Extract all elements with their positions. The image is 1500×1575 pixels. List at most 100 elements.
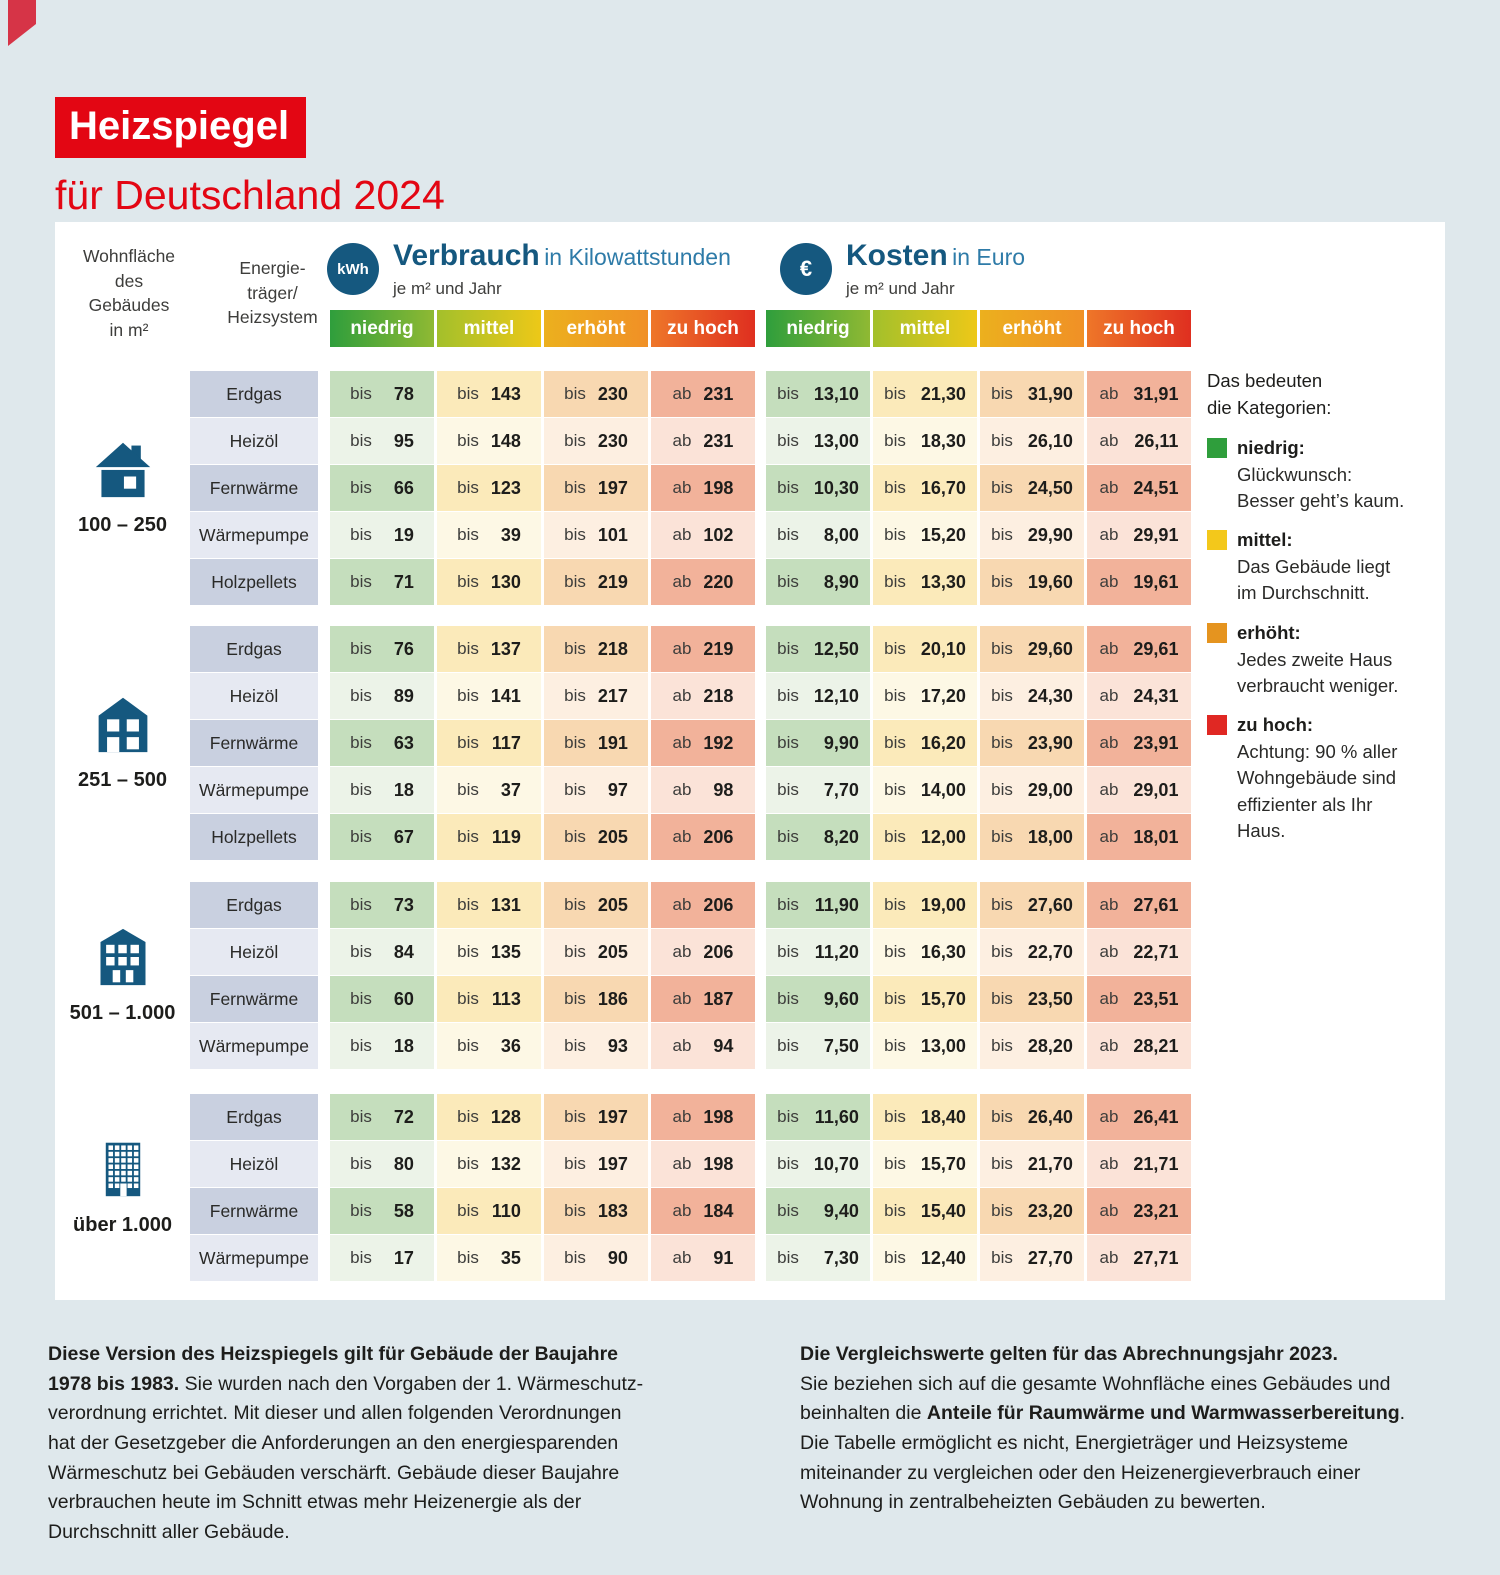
value-prefix: bis — [777, 1036, 799, 1055]
value-number: 28,21 — [1133, 1035, 1179, 1056]
value-number: 192 — [703, 732, 734, 753]
verbrauch-cell-mittel: bis 143 — [437, 371, 541, 417]
value-prefix: bis — [564, 639, 586, 658]
value-number: 24,30 — [1027, 685, 1073, 706]
kosten-cell-niedrig: bis 8,20 — [766, 814, 870, 860]
value-prefix: bis — [457, 780, 479, 799]
value-prefix: bis — [457, 478, 479, 497]
value-number: 21,30 — [920, 383, 966, 404]
kosten-unit: je m² und Jahr — [846, 278, 955, 298]
page-title: Heizspiegel — [55, 97, 307, 158]
verbrauch-cell-zu hoch: ab 94 — [651, 1023, 755, 1069]
value-prefix: bis — [457, 1201, 479, 1220]
value-prefix: bis — [350, 780, 372, 799]
value-prefix: bis — [457, 733, 479, 752]
verbrauch-cell-zu hoch: ab 219 — [651, 626, 755, 672]
kosten-cell-mittel: bis 19,00 — [873, 882, 977, 928]
legend-color-swatch — [1207, 437, 1227, 458]
row-label-heizöl: Heizöl — [190, 673, 318, 719]
value-prefix: bis — [777, 780, 799, 799]
value-number: 19,61 — [1133, 571, 1179, 592]
value-number: 119 — [491, 826, 521, 847]
value-number: 219 — [597, 571, 628, 592]
value-prefix: ab — [672, 1248, 692, 1267]
value-prefix: bis — [457, 942, 479, 961]
value-prefix: bis — [777, 942, 799, 961]
value-number: 183 — [597, 1200, 628, 1221]
value-number: 206 — [703, 826, 734, 847]
legend-item-niedrig: niedrig: Glückwunsch: Besser geht’s kaum. — [1207, 437, 1445, 515]
value-number: 95 — [393, 430, 414, 451]
value-number: 110 — [491, 1200, 521, 1221]
row-label-heizöl: Heizöl — [190, 418, 318, 464]
house-small-icon — [92, 439, 154, 504]
legend-item-mittel: mittel: Das Gebäude liegt im Durchschnitt… — [1207, 529, 1445, 607]
value-number: 217 — [597, 685, 628, 706]
value-prefix: bis — [884, 1154, 906, 1173]
value-prefix: bis — [884, 942, 906, 961]
value-prefix: bis — [564, 780, 586, 799]
verbrauch-cell-mittel: bis 128 — [437, 1094, 541, 1140]
kosten-cell-mittel: bis 15,70 — [873, 976, 977, 1022]
kosten-cell-niedrig: bis 8,90 — [766, 559, 870, 605]
value-number: 18,40 — [920, 1106, 966, 1127]
value-number: 80 — [393, 1153, 414, 1174]
kosten-cell-niedrig: bis 9,60 — [766, 976, 870, 1022]
value-number: 113 — [491, 988, 521, 1009]
value-number: 16,70 — [920, 477, 966, 498]
verbrauch-title: Verbrauch — [393, 239, 540, 272]
value-prefix: bis — [991, 1248, 1013, 1267]
value-prefix: bis — [457, 525, 479, 544]
verbrauch-cell-niedrig: bis 58 — [330, 1188, 434, 1234]
building-size-cell: über 1.000 — [55, 1094, 190, 1281]
verbrauch-cell-mittel: bis 35 — [437, 1235, 541, 1281]
kosten-cell-niedrig: bis 11,60 — [766, 1094, 870, 1140]
value-prefix: bis — [457, 639, 479, 658]
verbrauch-cell-zu hoch: ab 206 — [651, 882, 755, 928]
legend-intro: Das bedeuten die Kategorien: — [1207, 370, 1332, 418]
verbrauch-cell-niedrig: bis 60 — [330, 976, 434, 1022]
value-number: 24,50 — [1027, 477, 1073, 498]
kosten-cell-mittel: bis 16,70 — [873, 465, 977, 511]
category-header-kosten-erhöht: erhöht — [980, 310, 1084, 347]
value-number: 11,90 — [814, 894, 859, 915]
legend-item-zuhoch: zu hoch: Achtung: 90 % aller Wohngebäude … — [1207, 714, 1445, 844]
value-number: 26,40 — [1027, 1106, 1073, 1127]
value-number: 135 — [490, 941, 521, 962]
row-label-wärmepumpe: Wärmepumpe — [190, 512, 318, 558]
value-number: 184 — [703, 1200, 734, 1221]
value-number: 7,50 — [823, 1035, 859, 1056]
value-prefix: ab — [672, 525, 692, 544]
kosten-cell-mittel: bis 13,00 — [873, 1023, 977, 1069]
kosten-title-suffix: in Euro — [952, 244, 1026, 270]
verbrauch-cell-niedrig: bis 18 — [330, 767, 434, 813]
value-number: 27,71 — [1133, 1247, 1179, 1268]
kosten-title: Kosten — [846, 239, 948, 272]
kosten-cell-mittel: bis 17,20 — [873, 673, 977, 719]
value-number: 90 — [607, 1247, 628, 1268]
kosten-cell-erhöht: bis 29,90 — [980, 512, 1084, 558]
value-number: 19,00 — [920, 894, 966, 915]
value-number: 58 — [393, 1200, 414, 1221]
value-prefix: bis — [991, 733, 1013, 752]
value-prefix: ab — [1099, 1201, 1119, 1220]
kosten-cell-zu hoch: ab 24,51 — [1087, 465, 1191, 511]
building-size-label: 100 – 250 — [78, 514, 167, 536]
kosten-cell-erhöht: bis 26,40 — [980, 1094, 1084, 1140]
value-number: 39 — [500, 524, 521, 545]
verbrauch-cell-niedrig: bis 63 — [330, 720, 434, 766]
value-number: 29,01 — [1133, 779, 1179, 800]
verbrauch-cell-mittel: bis 137 — [437, 626, 541, 672]
row-label-erdgas: Erdgas — [190, 1094, 318, 1140]
value-number: 21,71 — [1133, 1153, 1179, 1174]
kosten-cell-erhöht: bis 29,60 — [980, 626, 1084, 672]
verbrauch-cell-erhöht: bis 197 — [544, 465, 648, 511]
value-prefix: ab — [1099, 1107, 1119, 1126]
value-number: 26,10 — [1027, 430, 1073, 451]
value-prefix: bis — [884, 1107, 906, 1126]
value-prefix: bis — [884, 780, 906, 799]
verbrauch-cell-mittel: bis 135 — [437, 929, 541, 975]
value-number: 198 — [703, 1153, 734, 1174]
value-prefix: bis — [991, 478, 1013, 497]
